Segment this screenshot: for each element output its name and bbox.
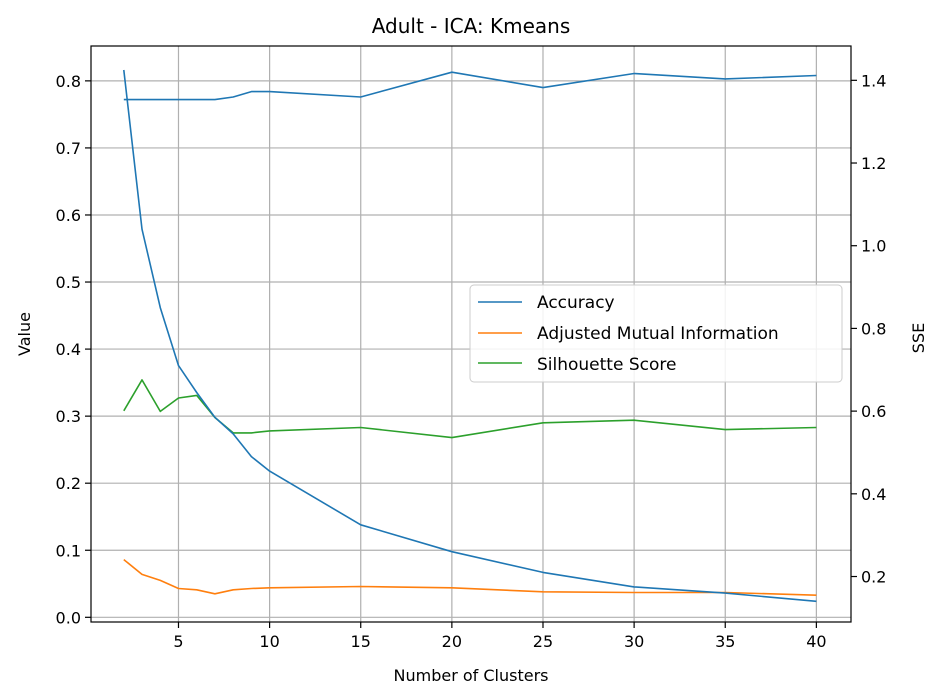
legend: Accuracy Adjusted Mutual Information Sil… bbox=[469, 284, 843, 383]
y-tick-label: 0.2 bbox=[56, 474, 81, 493]
y2-axis-label: SSE bbox=[909, 323, 928, 353]
legend-box bbox=[469, 284, 843, 383]
y2-tick-label: 1.2 bbox=[861, 154, 886, 173]
y-tick-label: 0.6 bbox=[56, 206, 81, 225]
x-tick-label: 40 bbox=[806, 632, 826, 651]
x-tick-label: 25 bbox=[533, 632, 553, 651]
legend-label-silhouette: Silhouette Score bbox=[537, 355, 676, 375]
x-tick-label: 20 bbox=[442, 632, 462, 651]
y-tick-label: 0.0 bbox=[56, 608, 81, 627]
series-line-silhouette-score bbox=[123, 379, 817, 439]
legend-label-accuracy: Accuracy bbox=[537, 293, 615, 313]
x-tick-label: 35 bbox=[715, 632, 735, 651]
series-line-sse bbox=[123, 69, 817, 603]
y-tick-label: 0.5 bbox=[56, 273, 81, 292]
y-tick-label: 0.4 bbox=[56, 340, 81, 359]
y2-tick-label: 1.0 bbox=[861, 237, 886, 256]
y2-tick-label: 0.6 bbox=[861, 402, 886, 421]
y2-tick-label: 0.2 bbox=[861, 568, 886, 587]
x-axis-label: Number of Clusters bbox=[394, 666, 549, 685]
x-tick-label: 30 bbox=[624, 632, 644, 651]
chart-title: Adult - ICA: Kmeans bbox=[372, 14, 571, 38]
x-tick-label: 10 bbox=[259, 632, 279, 651]
x-tick-label: 5 bbox=[173, 632, 183, 651]
y2-tick-label: 1.4 bbox=[861, 71, 886, 90]
y-tick-label: 0.7 bbox=[56, 139, 81, 158]
series-layer bbox=[123, 69, 817, 603]
legend-label-ami: Adjusted Mutual Information bbox=[537, 324, 779, 344]
y2-tick-label: 0.8 bbox=[861, 319, 886, 338]
series-line-accuracy bbox=[123, 71, 817, 101]
y2-tick-label: 0.4 bbox=[861, 485, 886, 504]
y-axis-label: Value bbox=[15, 312, 34, 356]
series-line-adjusted-mutual-information bbox=[123, 558, 817, 596]
plot-frame bbox=[90, 45, 852, 623]
y-tick-label: 0.3 bbox=[56, 407, 81, 426]
ticks: 5 10 15 20 25 30 35 40 0.0 0.1 0.2 0.3 0.4 0.5 0.6 0.7 0… bbox=[56, 71, 887, 651]
x-tick-label: 15 bbox=[351, 632, 371, 651]
y-tick-label: 0.8 bbox=[56, 72, 81, 91]
y-tick-label: 0.1 bbox=[56, 541, 81, 560]
